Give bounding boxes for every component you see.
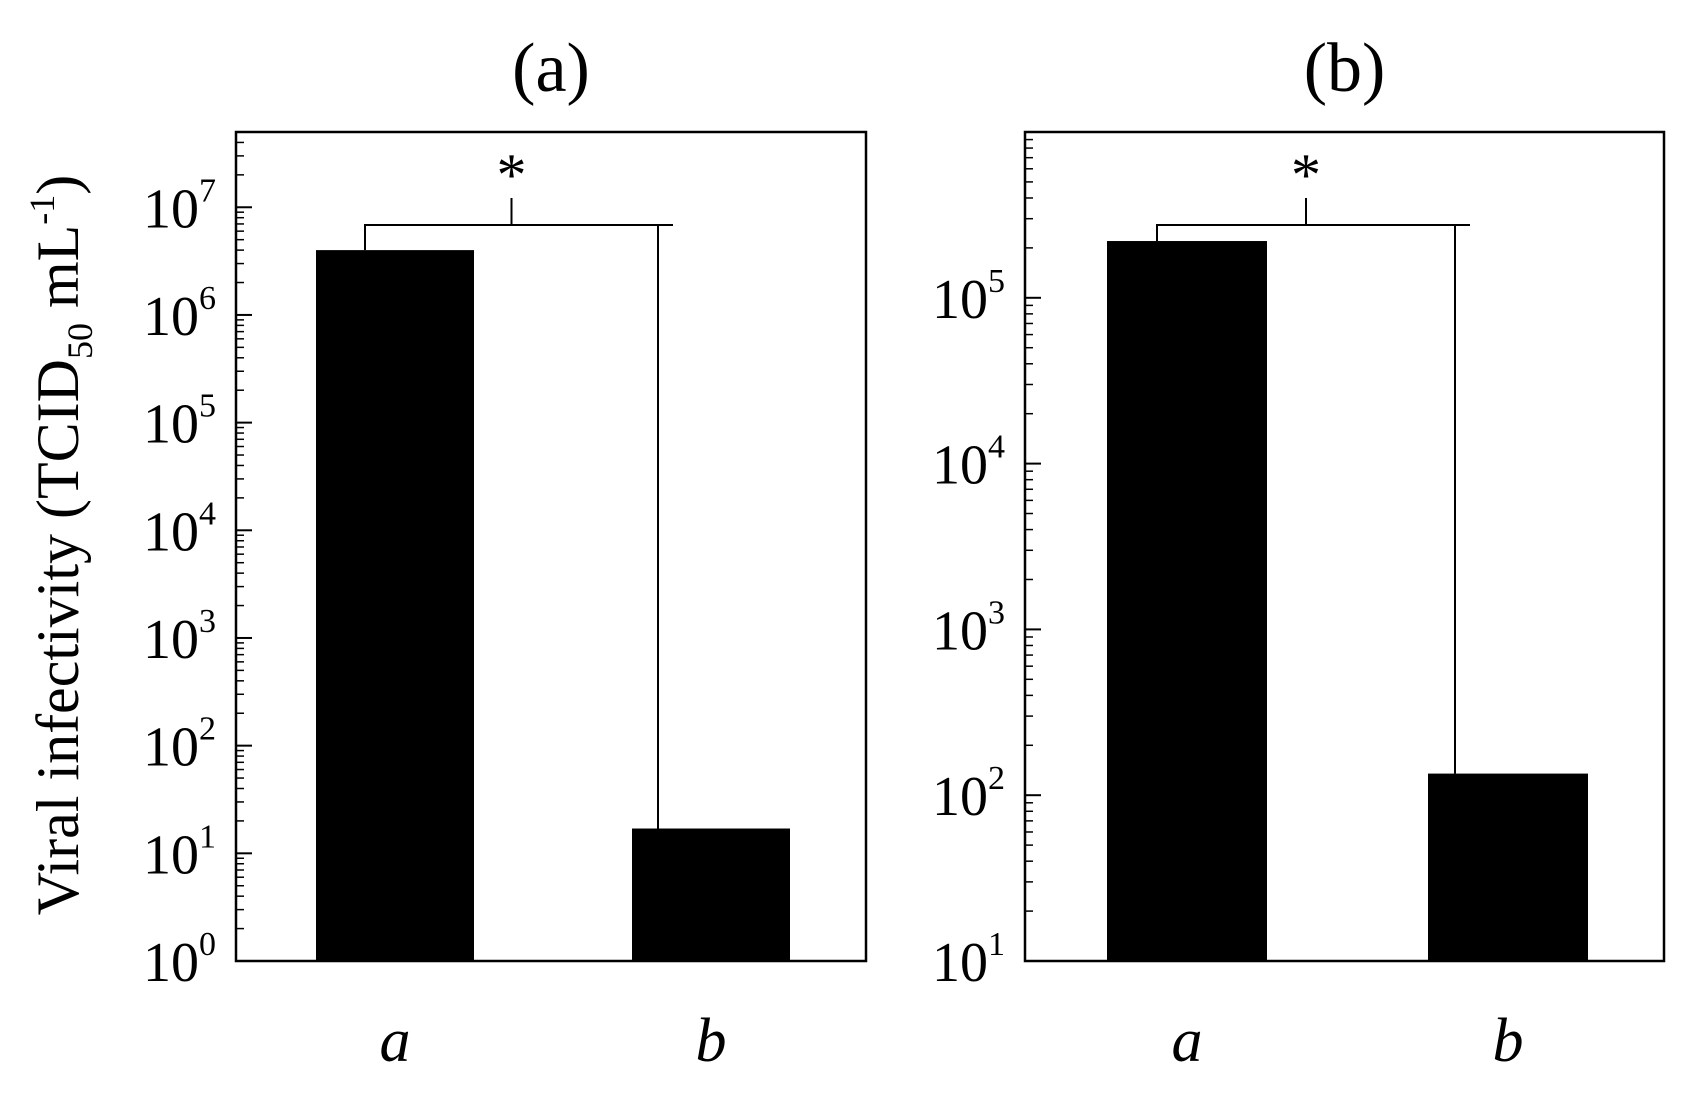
y-axis-label-superscript: -1 xyxy=(22,195,62,225)
y-axis-label: Viral infectivity (TCID50 mL-1) xyxy=(22,175,100,916)
x-tick-label-b: b xyxy=(1493,1007,1524,1075)
bar-a xyxy=(316,250,474,961)
panel-title: (b) xyxy=(1304,30,1386,107)
y-axis-label-subscript: 50 xyxy=(60,323,100,359)
y-tick-label: 102 xyxy=(143,711,216,779)
significance-bracket xyxy=(364,224,673,251)
y-tick-label: 104 xyxy=(932,429,1005,497)
x-tick-label-a: a xyxy=(1172,1007,1203,1075)
significance-bracket-right xyxy=(1157,224,1456,774)
y-tick-label: 105 xyxy=(143,388,216,456)
plot-frame xyxy=(1023,130,1666,963)
y-tick-label: 101 xyxy=(932,926,1005,994)
chart-panel-b: (b) 101 102 103 104 105 a b * xyxy=(932,30,1666,1075)
y-axis-label-close: ) xyxy=(25,175,91,195)
bar-a xyxy=(1107,241,1267,962)
y-tick-label: 105 xyxy=(932,263,1005,331)
y-tick-label: 103 xyxy=(932,594,1005,662)
significance-star: * xyxy=(497,142,527,208)
x-tick-label-a: a xyxy=(380,1007,411,1075)
y-tick-label: 100 xyxy=(143,926,216,994)
y-axis-label-main: Viral infectivity (TCID xyxy=(25,359,91,915)
plot-frame xyxy=(234,130,868,963)
significance-bracket-right xyxy=(365,224,659,829)
y-tick-label: 107 xyxy=(143,172,216,240)
chart-panel-a: (a) 100 101 102 103 104 105 106 107 a b * xyxy=(143,30,868,1075)
y-axis-label-unit: mL xyxy=(25,225,91,323)
significance-bracket xyxy=(1156,224,1470,242)
bar-b xyxy=(632,828,790,961)
significance-star: * xyxy=(1291,142,1321,208)
y-tick-label: 102 xyxy=(932,760,1005,828)
y-tick-label: 104 xyxy=(143,495,216,563)
y-tick-label: 103 xyxy=(143,603,216,671)
x-tick-label-b: b xyxy=(696,1007,727,1075)
y-tick-label: 106 xyxy=(143,280,216,348)
bar-b xyxy=(1428,773,1588,961)
panel-title: (a) xyxy=(512,30,590,107)
y-tick-label: 101 xyxy=(143,818,216,886)
